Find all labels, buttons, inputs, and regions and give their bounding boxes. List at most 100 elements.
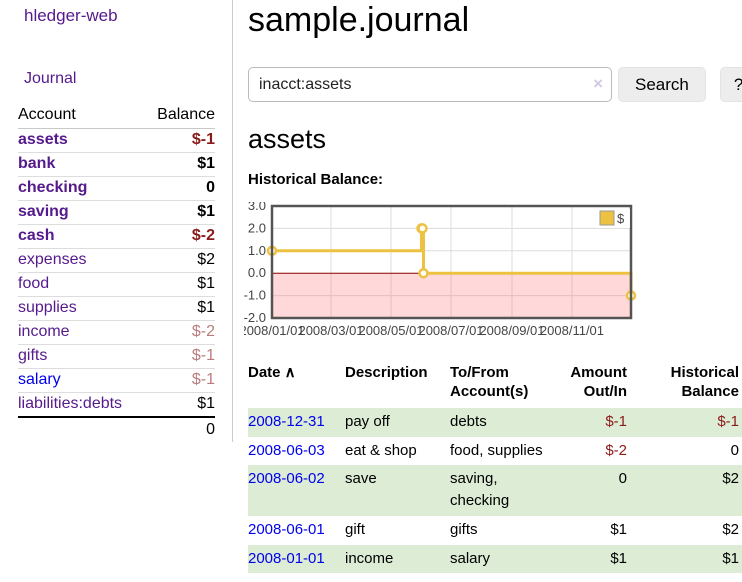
sort-asc-icon[interactable]: ∧	[280, 364, 296, 382]
account-balance: 0	[144, 176, 215, 201]
txn-date-cell: 2008-06-03	[248, 437, 345, 466]
account-link-expenses[interactable]: expenses	[18, 251, 87, 268]
account-link-food[interactable]: food	[18, 275, 50, 292]
account-row: gifts $-1	[18, 344, 215, 369]
plot-border	[270, 205, 633, 320]
txn-amount-cell: $1	[610, 520, 627, 538]
account-link-liabilities-debts[interactable]: liabilities:debts	[18, 395, 123, 412]
account-name-cell: income	[18, 320, 145, 345]
account-link-checking[interactable]: checking	[18, 179, 88, 196]
header-line: To/From	[450, 364, 509, 382]
txn-description-cell: save	[345, 470, 377, 488]
header-line: Date ∧	[248, 364, 296, 382]
txn-balance-cell: 0	[730, 441, 739, 459]
txn-accounts-cell: food, supplies	[450, 441, 543, 459]
accounts-header-balance: Balance	[144, 103, 215, 129]
page-title: sample.journal	[248, 1, 470, 39]
sidebar: hledger-web Journal Account Balance asse…	[0, 0, 233, 442]
y-tick-label: 1.0	[248, 243, 266, 258]
txn-date-link[interactable]: 2008-06-03	[248, 441, 325, 459]
txn-description-cell: eat & shop	[345, 441, 417, 459]
account-name-cell: cash	[18, 224, 145, 249]
x-tick-label: 2008/01/01	[244, 323, 305, 338]
account-link-supplies[interactable]: supplies	[18, 299, 77, 316]
account-name-cell: supplies	[18, 296, 145, 321]
account-name-cell: checking	[18, 176, 145, 201]
main-content: sample.journal × Search ? assets Histori…	[233, 0, 742, 574]
account-link-bank[interactable]: bank	[18, 155, 56, 172]
y-tick-label: 0.0	[248, 266, 266, 281]
account-row: expenses $2	[18, 248, 215, 273]
accounts-header-account: Account	[18, 103, 145, 129]
sidebar-item-journal[interactable]: Journal	[24, 70, 77, 87]
account-link-saving[interactable]: saving	[18, 203, 69, 220]
y-tick-label: 2.0	[248, 221, 266, 236]
accounts-balance-table: Account Balance assets $-1 bank $1 checking 0…	[18, 103, 215, 442]
search-input[interactable]	[248, 67, 612, 103]
account-row: checking 0	[18, 176, 215, 201]
legend-label: $	[617, 211, 625, 226]
transaction-row: 2008-12-31 pay off debts $-1 $-1	[248, 407, 742, 437]
register-col-header-historical: Historical Balance	[627, 364, 742, 408]
historical-balance-chart: -2.0 -1.0 0.0 1.0 2.0 3.0 2008/01/012008/03/01…	[244, 202, 637, 338]
header-line: Amount	[570, 364, 627, 382]
txn-balance-cell: $-1	[717, 412, 739, 430]
account-row: income $-2	[18, 320, 215, 345]
x-tick-label: 2008/03/01	[298, 323, 363, 338]
account-heading: assets	[248, 124, 327, 155]
account-balance: $-2	[144, 320, 215, 345]
txn-date-link[interactable]: 2008-06-02	[248, 470, 325, 488]
txn-date-cell: 2008-01-01	[248, 545, 345, 574]
account-name-cell: gifts	[18, 344, 145, 369]
account-name-cell: expenses	[18, 248, 145, 273]
account-balance: $2	[144, 248, 215, 273]
app-title-link[interactable]: hledger-web	[24, 6, 118, 25]
register-header-row: Date ∧ Description To/From Account(s) Amount…	[248, 364, 742, 408]
x-tick-label: 2008/07/01	[418, 323, 483, 338]
accounts-total-row: 0	[18, 416, 215, 442]
transaction-row: 2008-06-03 eat & shop food, supplies $-2 0	[248, 437, 742, 466]
account-row: supplies $1	[18, 296, 215, 321]
txn-date-link[interactable]: 2008-06-01	[248, 520, 325, 538]
y-tick-label: 3.0	[248, 202, 266, 213]
search-button[interactable]: Search	[618, 67, 706, 103]
txn-date-cell: 2008-06-01	[248, 516, 345, 545]
search-input-wrap: ×	[248, 67, 612, 103]
txn-balance-cell: $2	[722, 520, 739, 538]
search-form: × Search ?	[248, 67, 742, 103]
account-link-assets[interactable]: assets	[18, 131, 68, 148]
account-name-cell: food	[18, 272, 145, 297]
account-link-gifts[interactable]: gifts	[18, 347, 48, 364]
account-link-income[interactable]: income	[18, 323, 70, 340]
account-link-salary[interactable]: salary	[18, 371, 61, 388]
account-balance: $1	[144, 296, 215, 321]
txn-amount-cell: $-2	[605, 441, 627, 459]
account-row: saving $1	[18, 200, 215, 225]
transaction-row: 2008-06-02 save saving, checking 0 $2	[248, 465, 742, 516]
txn-accounts-cell: debts	[450, 412, 487, 430]
txn-date-cell: 2008-06-02	[248, 465, 345, 516]
register-col-header-date[interactable]: Date ∧	[248, 364, 345, 408]
account-balance: $-2	[144, 224, 215, 249]
chart-title: Historical Balance:	[248, 171, 384, 189]
account-link-cash[interactable]: cash	[18, 227, 55, 244]
header-line: Out/In	[583, 383, 627, 401]
txn-date-link[interactable]: 2008-01-01	[248, 549, 325, 567]
txn-balance-cell: $1	[722, 549, 739, 567]
data-point-marker	[417, 223, 428, 235]
txn-date-cell: 2008-12-31	[248, 408, 345, 437]
account-balance: $-1	[144, 344, 215, 369]
account-balance: $1	[144, 200, 215, 225]
transaction-row: 2008-06-01 gift gifts $1 $2	[248, 516, 742, 545]
txn-date-link[interactable]: 2008-12-31	[248, 412, 325, 430]
transaction-row: 2008-01-01 income salary $1 $1	[248, 544, 742, 574]
account-row: assets $-1	[18, 128, 215, 153]
txn-amount-cell: $1	[610, 549, 627, 567]
accounts-total-spacer	[18, 416, 145, 442]
accounts-header-row: Account Balance	[18, 103, 215, 129]
help-button[interactable]: ?	[719, 67, 742, 103]
clear-search-icon[interactable]: ×	[593, 74, 603, 94]
txn-description-cell: pay off	[345, 412, 390, 430]
account-name-cell: liabilities:debts	[18, 392, 145, 418]
